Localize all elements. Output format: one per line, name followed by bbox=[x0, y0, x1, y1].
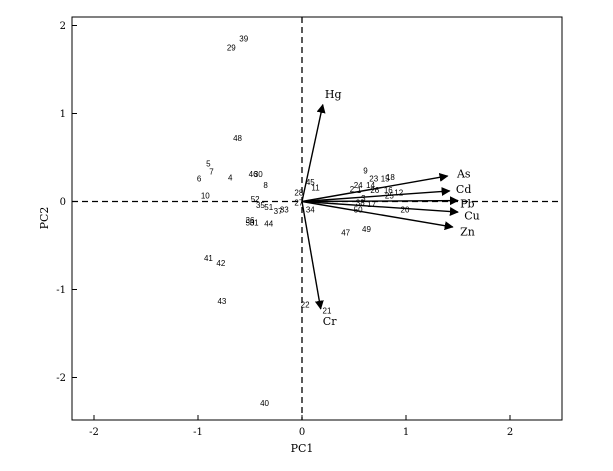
point-label: 6 bbox=[197, 175, 202, 184]
vector-cu bbox=[301, 200, 459, 217]
point-label: 1 bbox=[357, 186, 362, 195]
x-tick-label: 2 bbox=[507, 427, 513, 438]
x-tick-label: 0 bbox=[299, 427, 305, 438]
point-label: 50 bbox=[354, 205, 363, 214]
point-label: 47 bbox=[341, 228, 350, 237]
point-label: 40 bbox=[260, 399, 269, 408]
point-label: 24 bbox=[354, 181, 363, 190]
point-label: 39 bbox=[239, 35, 248, 44]
vector-label-pb: Pb bbox=[460, 197, 474, 210]
point-label: 21 bbox=[323, 307, 332, 316]
point-label: 11 bbox=[311, 183, 320, 192]
y-tick-label: -2 bbox=[56, 373, 66, 384]
y-tick-label: 0 bbox=[60, 197, 66, 208]
point-label: 33 bbox=[280, 205, 289, 214]
vector-pb bbox=[301, 196, 459, 206]
point-label: 30 bbox=[254, 170, 263, 179]
point-label: 7 bbox=[209, 168, 214, 177]
point-label: 36 bbox=[246, 216, 255, 225]
point-label: 34 bbox=[306, 205, 315, 214]
point-label: 52 bbox=[251, 195, 260, 204]
point-label: 49 bbox=[362, 225, 371, 234]
point-label: 48 bbox=[233, 134, 242, 143]
point-label: 41 bbox=[204, 254, 213, 263]
y-tick-label: -1 bbox=[56, 285, 66, 296]
point-label: 51 bbox=[264, 203, 273, 212]
point-label: 10 bbox=[201, 191, 210, 200]
point-label: 8 bbox=[263, 181, 268, 190]
point-label: 20 bbox=[401, 205, 410, 214]
vector-label-as: As bbox=[456, 167, 471, 180]
point-label: 17 bbox=[367, 200, 376, 209]
vector-cr bbox=[301, 201, 324, 310]
point-label: 37 bbox=[274, 207, 283, 216]
point-label: 45 bbox=[306, 178, 315, 187]
point-label: 28 bbox=[294, 189, 303, 198]
reference-lines bbox=[72, 17, 562, 420]
point-label: 9 bbox=[363, 167, 368, 176]
point-label: 35 bbox=[256, 201, 265, 210]
point-label: 27 bbox=[294, 198, 303, 207]
point-label: 43 bbox=[217, 297, 226, 306]
vector-label-cd: Cd bbox=[456, 183, 471, 196]
point-label: 25 bbox=[385, 191, 394, 200]
point-label: 16 bbox=[384, 186, 393, 195]
point-label: 18 bbox=[386, 173, 395, 182]
y-tick-label: 1 bbox=[60, 109, 66, 120]
x-tick-label: -2 bbox=[89, 427, 99, 438]
point-label: 44 bbox=[264, 220, 273, 229]
vector-as bbox=[301, 172, 449, 203]
vector-label-cr: Cr bbox=[323, 315, 337, 328]
x-tick-label: -1 bbox=[193, 427, 203, 438]
plot-frame bbox=[71, 16, 563, 421]
y-axis-title: PC2 bbox=[38, 207, 51, 230]
point-label: 31 bbox=[250, 219, 259, 228]
vector-label-hg: Hg bbox=[325, 88, 342, 101]
point-label: 5 bbox=[206, 160, 211, 169]
vector-label-cu: Cu bbox=[464, 210, 480, 223]
vector-cd bbox=[301, 187, 451, 203]
point-label: 22 bbox=[301, 300, 310, 309]
x-axis-title: PC1 bbox=[291, 442, 314, 455]
vector-label-zn: Zn bbox=[460, 225, 475, 238]
y-tick-label: 2 bbox=[60, 21, 66, 32]
vector-hg bbox=[301, 103, 326, 202]
point-label: 42 bbox=[216, 259, 225, 268]
point-label: 23 bbox=[369, 175, 378, 184]
point-label: 3 bbox=[361, 194, 366, 203]
point-label: 12 bbox=[394, 189, 403, 198]
x-tick-label: 1 bbox=[403, 427, 409, 438]
point-label: 14 bbox=[366, 181, 375, 190]
point-label: 29 bbox=[227, 44, 236, 53]
point-label: 2 bbox=[350, 185, 355, 194]
vector-zn bbox=[301, 200, 454, 231]
point-label: 15 bbox=[381, 175, 390, 184]
point-label: 46 bbox=[249, 170, 258, 179]
point-label: 50 bbox=[246, 219, 255, 228]
point-label: 38 bbox=[356, 198, 365, 207]
point-label: 4 bbox=[228, 174, 233, 183]
point-label: 26 bbox=[370, 186, 379, 195]
